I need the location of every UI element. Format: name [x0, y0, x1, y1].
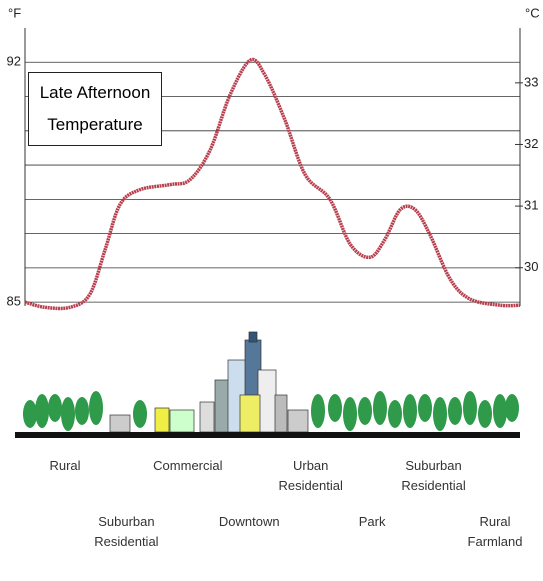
skyline-illustration: [15, 331, 520, 438]
tree: [448, 397, 462, 425]
tree: [89, 391, 103, 425]
category-label: Suburban Residential: [94, 514, 159, 549]
category-label: Rural Farmland: [467, 514, 523, 549]
tree: [418, 394, 432, 422]
category-label: Urban Residential: [278, 458, 343, 493]
tree: [493, 394, 507, 428]
tree: [61, 397, 75, 431]
tree: [403, 394, 417, 428]
y2-tick-label: 31: [524, 198, 538, 213]
tree: [48, 394, 62, 422]
tree: [433, 397, 447, 431]
category-label: Downtown: [218, 514, 280, 529]
tree: [463, 391, 477, 425]
y-tick-label: 92: [7, 54, 21, 69]
tree: [358, 397, 372, 425]
y-tick-label: 85: [7, 294, 21, 309]
tree: [478, 400, 492, 428]
y2-tick-label: 30: [524, 259, 538, 274]
tree: [35, 394, 49, 428]
tree: [328, 394, 342, 422]
category-label: Suburban Residential: [401, 458, 466, 493]
y2-axis-label: °C: [525, 5, 540, 20]
legend-box: Late Afternoon Temperature: [28, 72, 162, 146]
tree: [388, 400, 402, 428]
category-label: Rural: [49, 458, 81, 473]
tree: [23, 400, 37, 428]
y2-tick-label: 32: [524, 136, 538, 151]
tree: [373, 391, 387, 425]
temperature-line: [24, 57, 521, 311]
tree: [75, 397, 89, 425]
y2-tick-label: 33: [524, 74, 538, 89]
tree: [505, 394, 519, 422]
tree: [133, 400, 147, 428]
y-axis-label: °F: [8, 5, 21, 20]
tree: [311, 394, 325, 428]
category-label: Park: [358, 514, 386, 529]
category-label: Commercial: [153, 458, 223, 473]
tree: [343, 397, 357, 431]
